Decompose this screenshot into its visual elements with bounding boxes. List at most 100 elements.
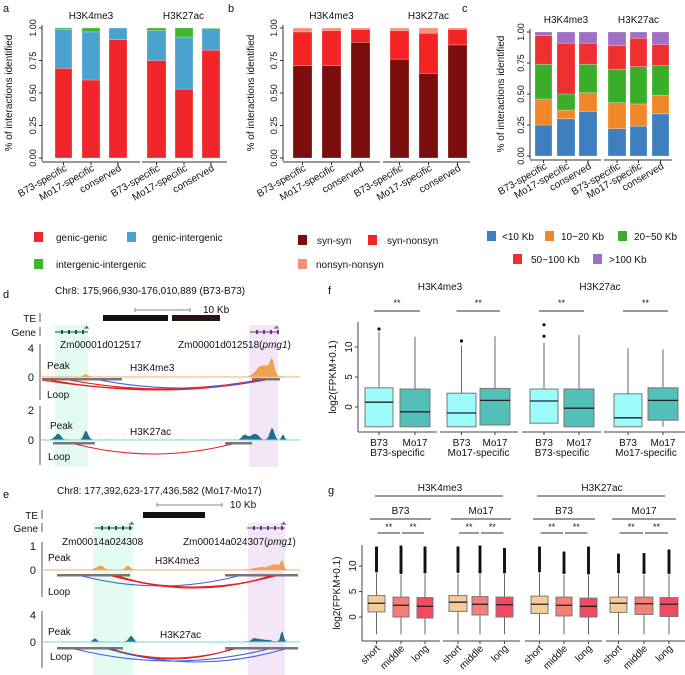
bar-segment--100-Kb	[578, 31, 598, 44]
x-tick-label: long	[410, 643, 431, 664]
group-header: H3K27ac	[163, 11, 204, 22]
significance-label: **	[653, 522, 661, 532]
y-axis-label: log2(FPKM+0.1)	[332, 556, 343, 629]
genome-track-e: Chr8: 177,392,623-177,436,582 (Mo17-Mo17…	[14, 486, 300, 675]
bar-segment-syn-syn	[292, 65, 313, 159]
legend-swatch	[298, 235, 307, 245]
outlier-point	[542, 334, 546, 338]
exon	[274, 526, 276, 530]
bar-segment-genic-genic	[81, 79, 101, 159]
group-header: H3K4me3	[309, 11, 354, 22]
panel-header: H3K27ac	[581, 483, 622, 494]
gene-name: Zm00014a024307(pmg1)	[183, 537, 296, 548]
te-block	[143, 512, 205, 518]
track-mark-label: H3K27ac	[160, 630, 201, 641]
significance-label: **	[642, 298, 650, 308]
gene-label: Gene	[12, 328, 37, 339]
signal-track-H3K27ac	[42, 428, 300, 440]
gene-label: Gene	[14, 524, 39, 535]
bar-segment-intergenic-intergenic	[201, 27, 221, 29]
loop-label: Loop	[50, 652, 73, 663]
bar-chart-c: 0.00 0.25 0.50 0.75 1.00 % of interactions id…	[496, 15, 672, 201]
bar-segment-nonsyn-nonsyn	[350, 27, 371, 30]
bar-segment-nonsyn-nonsyn	[447, 27, 468, 30]
bar-segment-genic-intergenic	[54, 28, 73, 69]
bar-segment--100-Kb	[534, 31, 553, 37]
region-title: Chr8: 175,966,930-176,010,889 (B73-B73)	[55, 286, 245, 297]
legend-label: syn-nonsyn	[387, 236, 438, 247]
exon	[129, 526, 131, 530]
gene-alias-close: )	[288, 340, 291, 351]
box	[647, 387, 679, 421]
y-tick-label: 0.00	[269, 149, 279, 167]
loop-arc-blue	[99, 379, 263, 389]
legend-label: >100 Kb	[609, 255, 647, 266]
bar-segment--10-Kb	[556, 118, 576, 157]
bar-segment--100-Kb	[556, 31, 576, 44]
exon	[263, 330, 265, 334]
outlier-points	[423, 546, 427, 574]
bar-segment--10-Kb	[607, 128, 627, 157]
peak-label: Peak	[47, 361, 71, 372]
bar-segment-genic-genic	[201, 49, 221, 159]
bar-segment-genic-genic	[174, 88, 194, 159]
peak-anchor	[225, 647, 298, 650]
bar-segment-10-20-Kb	[556, 109, 576, 120]
box	[446, 392, 477, 428]
scale-label: 10 Kb	[230, 500, 257, 511]
legend-swatch	[618, 231, 627, 241]
outlier-points	[478, 545, 482, 574]
group-label: B73	[555, 506, 573, 517]
strand-arrow-icon	[274, 325, 280, 329]
bar-segment-nonsyn-nonsyn	[321, 27, 342, 31]
y-axis-label: log2(FPKM+0.1)	[328, 340, 339, 413]
exon	[75, 330, 77, 334]
y-tick-label: 10	[348, 560, 359, 572]
bar-segment-20-50-Kb	[578, 63, 598, 94]
bar-segment-genic-intergenic	[201, 28, 221, 51]
bar-segment--10-Kb	[578, 111, 598, 157]
group-label: B73-specific	[370, 448, 424, 459]
exon	[281, 526, 283, 530]
group-label: Mo17-specific	[448, 448, 510, 459]
outlier-points	[642, 553, 646, 574]
exon	[122, 526, 124, 530]
box	[479, 387, 511, 426]
outlier-points	[375, 546, 378, 573]
y-tick-label: 0.25	[28, 117, 38, 135]
gene-alias-close: )	[293, 537, 296, 548]
bar-segment-50-100-Kb	[651, 44, 670, 66]
significance-label: **	[558, 298, 566, 308]
bar-segment-syn-syn	[350, 41, 371, 159]
y-tick-label: 0	[348, 614, 359, 620]
panel-header: H3K4me3	[418, 282, 463, 293]
group-label: Mo17	[468, 506, 493, 517]
loop-label: Loop	[47, 390, 70, 401]
significance-label: **	[409, 522, 417, 532]
bar-segment-20-50-Kb	[629, 66, 648, 105]
box	[392, 596, 410, 618]
panel-label-d: d	[3, 289, 9, 301]
bar-segment-nonsyn-nonsyn	[389, 27, 410, 31]
bar-segment-intergenic-intergenic	[54, 27, 73, 30]
group-label: Mo17	[631, 506, 656, 517]
region-title: Chr8: 177,392,623-177,436,582 (Mo17-Mo17…	[57, 486, 262, 497]
legend-swatch	[513, 254, 522, 264]
panel-label-a: a	[3, 3, 10, 15]
loop-arc-blue	[107, 648, 286, 663]
y-axis-label: % of interactions identified	[4, 35, 15, 152]
pmg1-highlight	[249, 325, 278, 467]
loop-arc-red	[69, 379, 259, 390]
bar-segment-genic-intergenic	[146, 30, 167, 61]
x-tick-label: Mo17	[650, 438, 675, 449]
strand-arrow-icon	[129, 521, 135, 525]
x-tick-label: B73	[370, 438, 388, 449]
loop-label: Loop	[48, 587, 71, 598]
loop-arc-red	[117, 575, 271, 589]
panel-label-c: c	[462, 3, 468, 15]
gene-name: Zm00001d012517	[60, 340, 142, 351]
bar-segment-10-20-Kb	[629, 103, 648, 127]
legend-label: intergenic-intergenic	[56, 260, 146, 271]
peak-label: Peak	[48, 627, 72, 638]
